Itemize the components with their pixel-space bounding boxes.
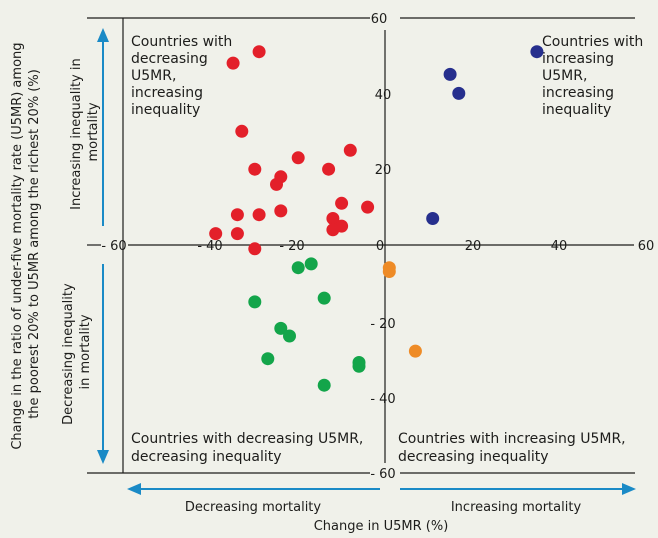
data-point-green bbox=[304, 257, 318, 271]
y-tick-label: 60 bbox=[371, 12, 388, 27]
arrow-label-up: Increasing inequality in mortality bbox=[69, 54, 101, 210]
data-point-red bbox=[248, 242, 262, 256]
right-arrow bbox=[400, 483, 636, 495]
data-point-red bbox=[252, 208, 266, 222]
y-axis-title-line-2: the poorest 20% to U5MR among the riches… bbox=[27, 69, 42, 419]
data-points bbox=[209, 45, 544, 392]
data-point-red bbox=[230, 208, 244, 222]
data-point-green bbox=[317, 378, 331, 392]
x-tick-label: 20 bbox=[465, 239, 482, 254]
y-tick-label: - 60 bbox=[370, 467, 395, 482]
data-point-blue bbox=[426, 212, 440, 225]
x-tick-label: - 20 bbox=[279, 239, 304, 254]
y-tick-label: - 20 bbox=[370, 317, 395, 332]
data-point-red bbox=[209, 227, 223, 241]
data-point-red bbox=[235, 124, 249, 138]
data-point-red bbox=[335, 196, 349, 210]
y-tick-label: 40 bbox=[375, 88, 392, 103]
data-point-red bbox=[326, 212, 340, 225]
quadrant-label-bottom-left: Countries with decreasing U5MR, decreasi… bbox=[131, 431, 368, 465]
x-tick-label: 60 bbox=[638, 239, 655, 254]
data-point-red bbox=[274, 204, 288, 218]
down-arrow bbox=[97, 264, 109, 464]
data-point-red bbox=[322, 162, 336, 176]
data-point-red bbox=[248, 162, 262, 176]
data-point-red bbox=[361, 200, 375, 214]
data-point-red bbox=[252, 45, 266, 59]
arrow-label-down: Decreasing inequality in mortality bbox=[61, 279, 93, 425]
data-point-red bbox=[270, 177, 283, 191]
data-point-orange bbox=[408, 344, 422, 358]
data-point-red bbox=[343, 143, 357, 157]
y-tick-label: - 40 bbox=[370, 392, 395, 407]
data-point-red bbox=[326, 223, 340, 237]
data-point-green bbox=[317, 291, 331, 305]
data-point-blue bbox=[452, 86, 466, 100]
arrow-label-right: Increasing mortality bbox=[451, 500, 582, 515]
x-tick-labels: - 60 - 40 - 20 0 20 40 60 bbox=[101, 239, 654, 254]
data-point-blue bbox=[443, 67, 457, 81]
x-tick-label: 0 bbox=[376, 239, 384, 254]
quadrant-label-bottom-right: Countries with increasing U5MR, decreasi… bbox=[398, 431, 630, 465]
quadrant-label-top-left: Countries with decreasing U5MR, increasi… bbox=[131, 34, 237, 118]
quadrant-label-top-right: Countries with increasing U5MR, increasi… bbox=[542, 34, 648, 118]
data-point-green bbox=[274, 321, 288, 335]
data-point-green bbox=[283, 329, 296, 343]
arrow-label-left: Decreasing mortality bbox=[185, 500, 322, 515]
x-axis-title: Change in U5MR (%) bbox=[314, 519, 449, 534]
data-point-red bbox=[230, 227, 244, 241]
data-point-red bbox=[226, 56, 240, 70]
left-arrow bbox=[127, 483, 380, 495]
x-tick-label: 40 bbox=[551, 239, 568, 254]
y-tick-label: 20 bbox=[375, 163, 392, 178]
data-point-red bbox=[291, 151, 305, 165]
data-point-green bbox=[291, 261, 305, 275]
data-point-orange bbox=[382, 265, 396, 278]
data-point-green bbox=[352, 359, 366, 373]
y-axis-title: Change in the ratio of under-five mortal… bbox=[10, 38, 42, 449]
x-tick-label: - 40 bbox=[197, 239, 222, 254]
y-axis-title-line-1: Change in the ratio of under-five mortal… bbox=[10, 42, 25, 449]
data-point-blue bbox=[530, 45, 544, 59]
data-point-green bbox=[261, 352, 275, 366]
y-tick-labels: 60 40 20 - 20 - 40 - 60 bbox=[370, 12, 395, 482]
x-tick-label: - 60 bbox=[101, 239, 126, 254]
data-point-green bbox=[248, 295, 262, 309]
up-arrow bbox=[97, 28, 109, 226]
